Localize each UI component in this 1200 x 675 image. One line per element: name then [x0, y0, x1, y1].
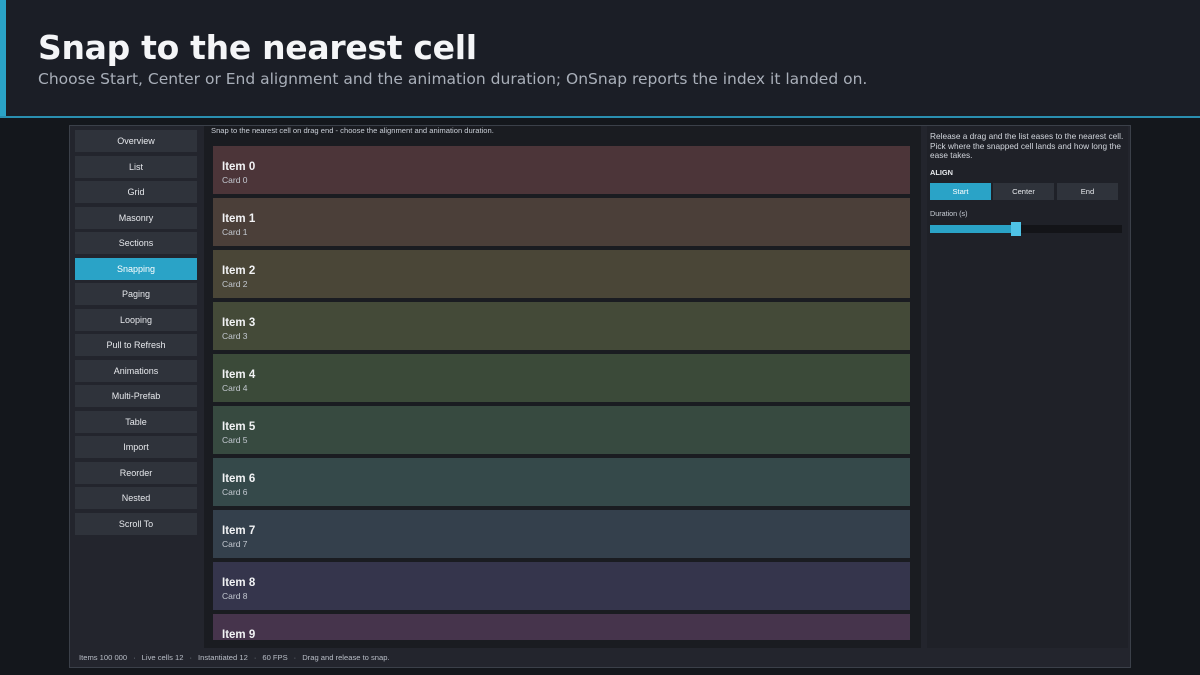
list-item[interactable]: Item 4 Card 4 — [213, 354, 910, 402]
list-item[interactable]: Item 8 Card 8 — [213, 562, 910, 610]
page-title: Snap to the nearest cell — [38, 28, 477, 67]
list-item[interactable]: Item 6 Card 6 — [213, 458, 910, 506]
list-item[interactable]: Item 5 Card 5 — [213, 406, 910, 454]
list-item[interactable]: Item 9Card 9 — [213, 614, 910, 640]
sidebar-item-paging[interactable]: Paging — [75, 283, 197, 305]
status-separator: · — [133, 653, 136, 662]
status-separator: · — [253, 653, 257, 662]
page-header: Snap to the nearest cell Choose Start, C… — [0, 0, 1200, 117]
sidebar-item-animations[interactable]: Animations — [75, 359, 197, 382]
scroll-list[interactable]: Item 0 Card 0 Item 1 Card 1 Item 2 Card 2 Item… — [213, 146, 910, 640]
card-title: Item 3 — [222, 317, 256, 329]
list-item[interactable]: Item 7 Card 7 — [213, 510, 910, 558]
status-separator: · — [293, 653, 297, 662]
sidebar-item-snapping[interactable]: Snapping — [75, 257, 197, 280]
card-title: Item 6 — [222, 473, 256, 485]
card-subtitle: Card 5 — [222, 435, 248, 445]
card-title: Item 2 — [222, 265, 256, 277]
status-items-count: Items 100 000 — [79, 653, 128, 662]
card-subtitle: Card 6 — [222, 487, 248, 497]
status-instantiated: Instantiated 12 — [197, 653, 248, 662]
list-item[interactable]: Item 2 Card 2 — [213, 250, 910, 298]
card-subtitle: Card 3 — [222, 331, 248, 341]
list-item[interactable]: Item 0 Card 0 — [213, 146, 910, 194]
duration-label: Duration (s) — [930, 209, 968, 218]
sidebar-item-reorder[interactable]: Reorder — [75, 461, 197, 484]
card-title: Item 4 — [222, 369, 256, 381]
align-end-button[interactable]: End — [1057, 183, 1118, 200]
card-subtitle: Card 2 — [222, 279, 248, 289]
sidebar-item-nested[interactable]: Nested — [75, 487, 197, 509]
panel-description: Release a drag and the list eases to the… — [930, 131, 1124, 161]
sidebar-item-masonry[interactable]: Masonry — [75, 206, 197, 229]
status-bar: Items 100 000 · Live cells 12 · Instanti… — [79, 653, 390, 662]
align-label: ALIGN — [930, 168, 953, 177]
card-title: Item 1 — [222, 213, 256, 225]
card-title: Item 7 — [222, 525, 256, 537]
list-area: Snap to the nearest cell on drag end - c… — [204, 126, 921, 648]
card-subtitle: Card 4 — [222, 383, 248, 393]
sidebar-item-looping[interactable]: Looping — [75, 308, 197, 331]
card-title: Item 8 — [222, 577, 256, 589]
sidebar-item-overview[interactable]: Overview — [75, 130, 197, 152]
sidebar-item-import[interactable]: Import — [75, 436, 197, 458]
align-center-button[interactable]: Center — [993, 183, 1054, 200]
duration-slider[interactable] — [930, 222, 1122, 236]
sidebar-item-list[interactable]: List — [75, 155, 197, 178]
status-live-cells: Live cells 12 — [141, 653, 184, 662]
card-subtitle: Card 1 — [222, 227, 248, 237]
card-subtitle: Card 0 — [222, 175, 248, 185]
header-accent-bar — [0, 0, 6, 117]
sidebar-nav: Overview List Grid Masonry Sections Snapping P… — [75, 130, 198, 538]
card-title: Item 0 — [222, 161, 256, 173]
sidebar-item-pull-to-refresh[interactable]: Pull to Refresh — [75, 334, 197, 356]
demo-window: Overview List Grid Masonry Sections Snapping P… — [69, 125, 1131, 668]
sidebar-item-scroll-to[interactable]: Scroll To — [75, 512, 197, 535]
align-start-button[interactable]: Start — [930, 183, 991, 200]
status-fps: 60 FPS — [262, 653, 288, 662]
duration-slider-thumb[interactable] — [1011, 222, 1022, 236]
card-subtitle: Card 8 — [222, 591, 248, 601]
sidebar-item-table[interactable]: Table — [75, 410, 197, 433]
status-hint: Drag and release to snap. — [302, 653, 390, 662]
card-subtitle: Card 7 — [222, 539, 248, 549]
duration-slider-fill — [930, 225, 1017, 233]
list-caption: Snap to the nearest cell on drag end - c… — [211, 126, 494, 135]
sidebar-item-grid[interactable]: Grid — [75, 181, 197, 203]
card-title: Item 9 — [222, 629, 256, 640]
status-separator: · — [189, 653, 192, 662]
sidebar-item-sections[interactable]: Sections — [75, 232, 197, 254]
sidebar-item-multi-prefab[interactable]: Multi-Prefab — [75, 385, 197, 407]
list-item[interactable]: Item 3 Card 3 — [213, 302, 910, 350]
page-subtitle: Choose Start, Center or End alignment an… — [38, 70, 868, 88]
list-item[interactable]: Item 1 Card 1 — [213, 198, 910, 246]
settings-panel: Release a drag and the list eases to the… — [927, 126, 1128, 648]
card-title: Item 5 — [222, 421, 256, 433]
header-divider — [0, 116, 1200, 118]
